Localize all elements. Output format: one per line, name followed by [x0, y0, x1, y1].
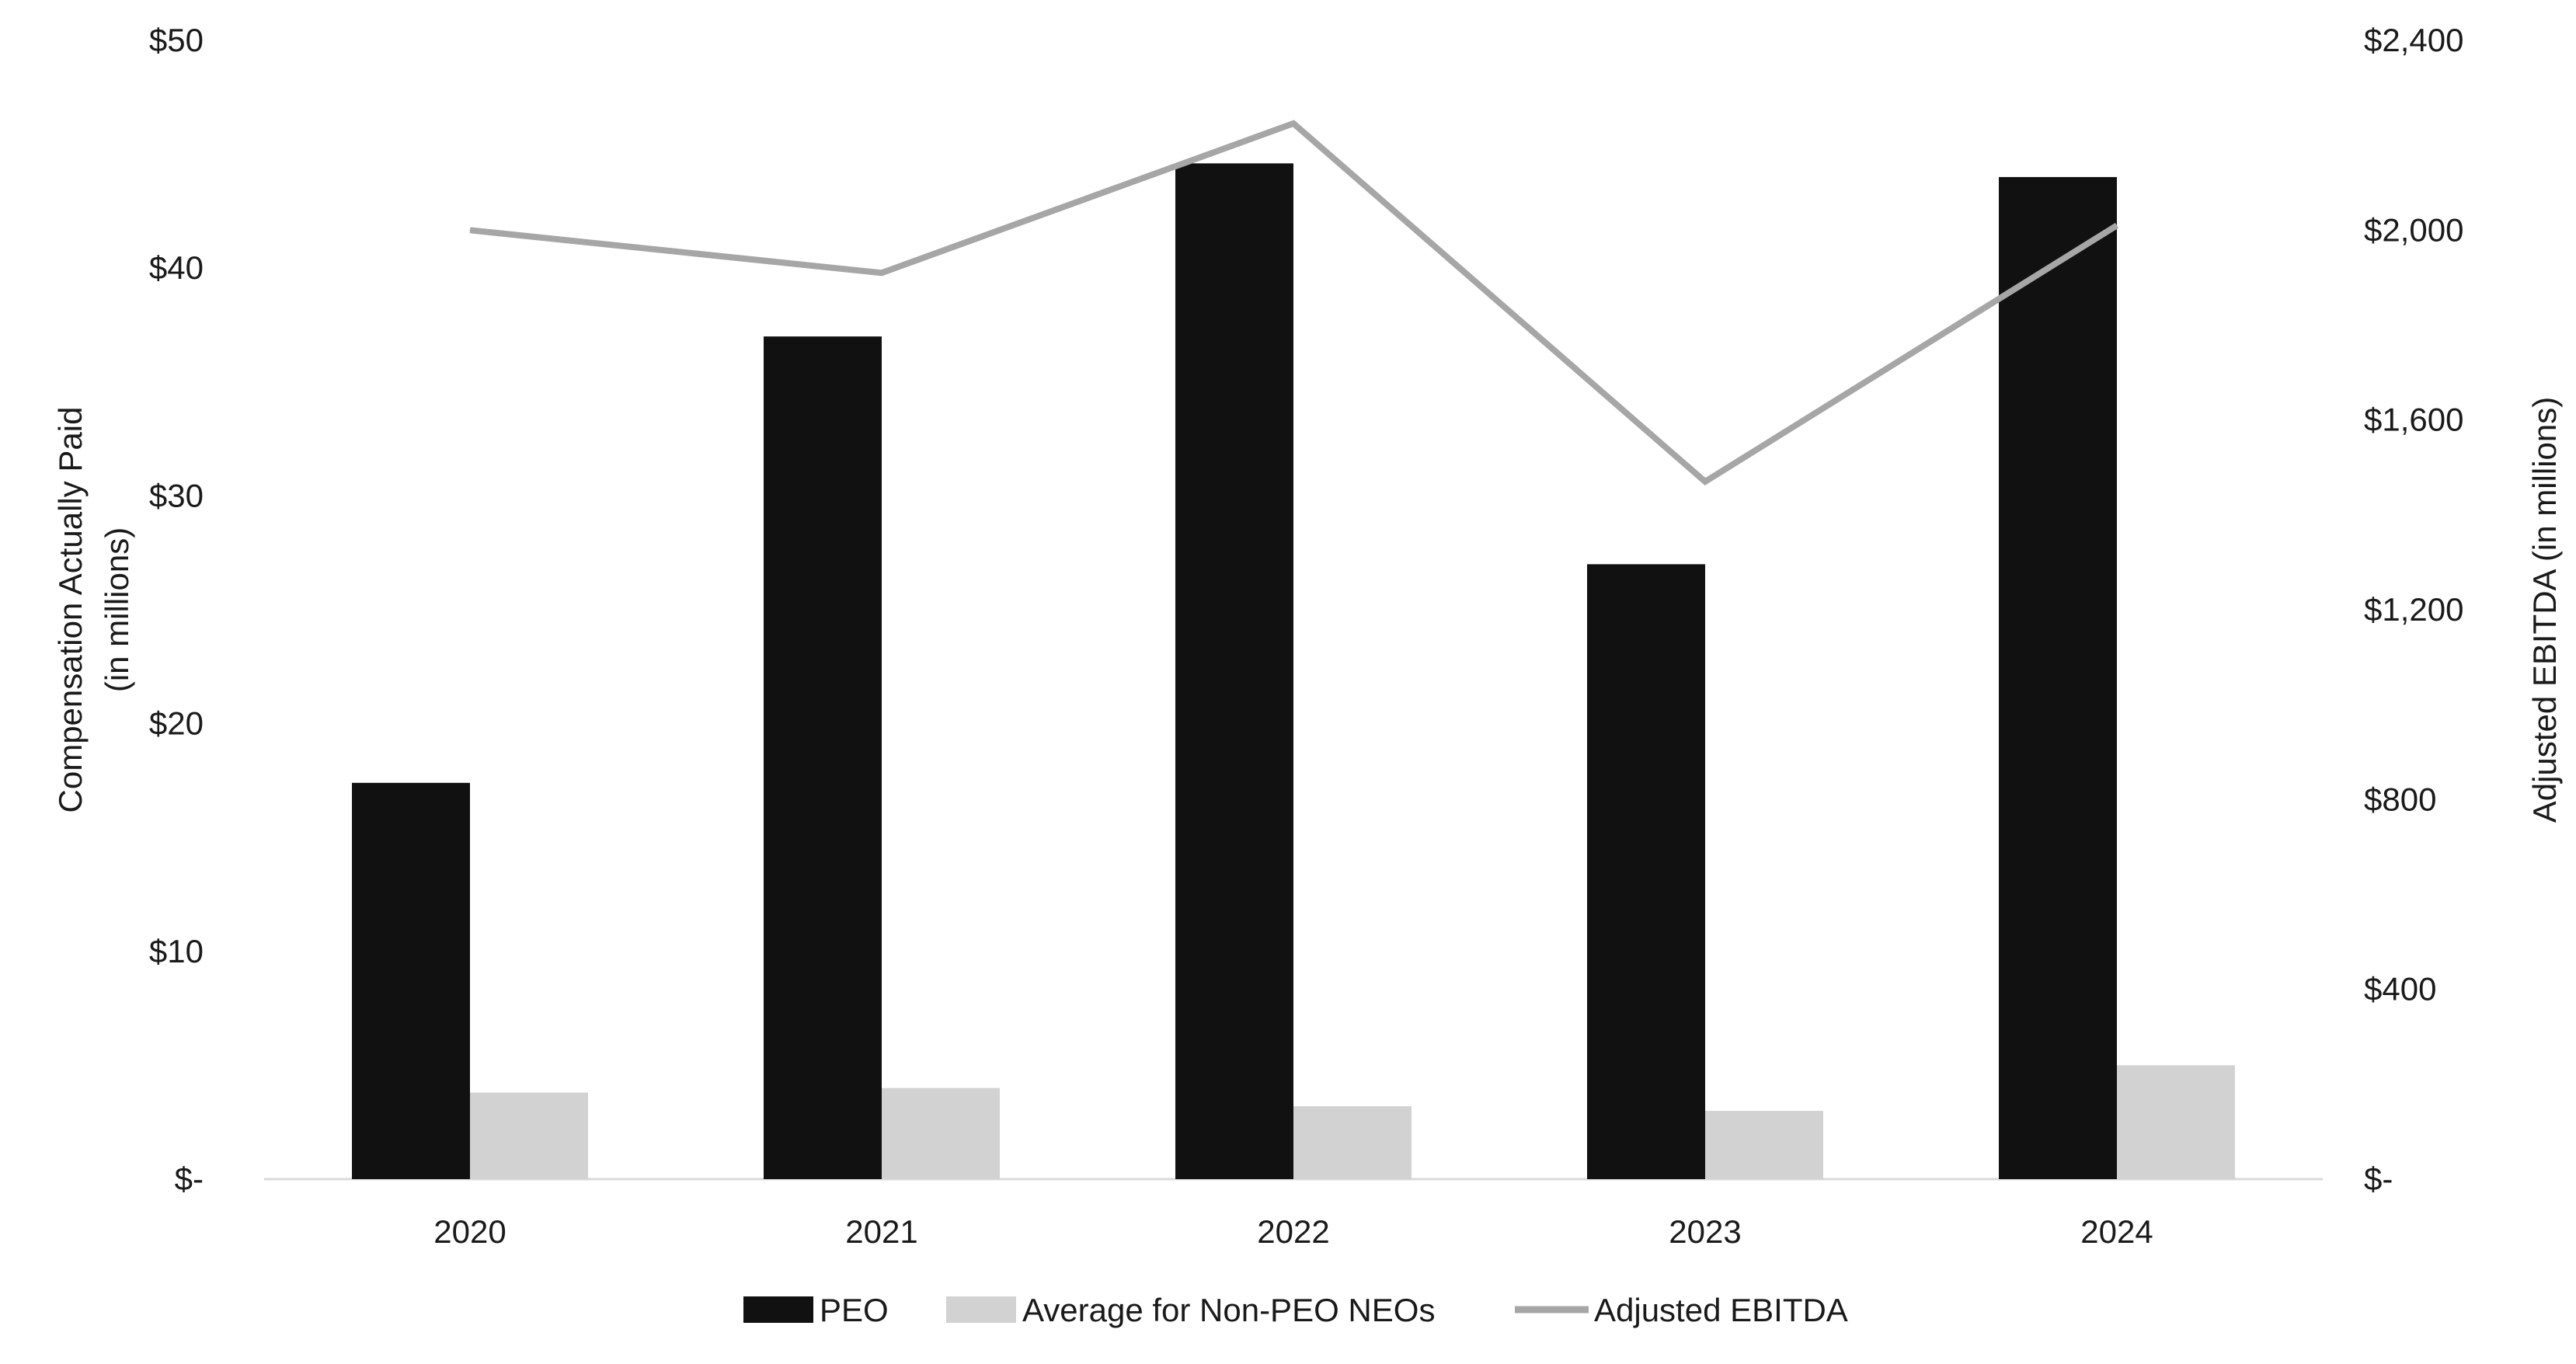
y-left-tick-label: $- [175, 1160, 204, 1197]
y-left-axis-title: Compensation Actually Paid (in millions) [52, 407, 135, 813]
y-right-tick-label: $1,200 [2364, 591, 2463, 628]
line-point-2022 [1293, 123, 1294, 124]
legend-swatch-peo [743, 1296, 813, 1323]
bar-average-for-non-peo-neos-2022 [1293, 1106, 1412, 1179]
y-right-tick-label: $1,600 [2364, 402, 2463, 438]
y-left-tick-label: $20 [149, 705, 204, 742]
y-right-tick-label: $2,400 [2364, 22, 2463, 58]
y-right-tick-label: $2,000 [2364, 211, 2463, 248]
bar-peo-2020 [352, 782, 470, 1179]
bar-peo-2022 [1175, 163, 1293, 1179]
y-left-tick-label: $30 [149, 477, 204, 513]
bar-average-for-non-peo-neos-2024 [2117, 1065, 2235, 1179]
bar-average-for-non-peo-neos-2023 [1705, 1111, 1823, 1179]
y-left-axis-title-line1: Compensation Actually Paid [52, 407, 89, 813]
y-right-tick-label: $800 [2364, 781, 2436, 817]
x-tick-label: 2023 [1669, 1213, 1741, 1250]
x-tick-label: 2020 [433, 1213, 506, 1250]
x-tick-label: 2021 [845, 1213, 917, 1250]
bar-peo-2021 [764, 336, 882, 1179]
bar-peo-2023 [1587, 564, 1705, 1179]
legend-label-peo: PEO [820, 1292, 889, 1328]
x-tick-label: 2022 [1257, 1213, 1329, 1250]
y-left-tick-label: $10 [149, 933, 204, 969]
bar-average-for-non-peo-neos-2020 [470, 1092, 588, 1179]
legend-swatch-non-peo [946, 1296, 1016, 1323]
y-right-tick-label: $- [2364, 1160, 2393, 1197]
legend-label-non-peo: Average for Non-PEO NEOs [1022, 1292, 1435, 1328]
bar-average-for-non-peo-neos-2021 [882, 1087, 1000, 1179]
x-tick-label: 2024 [2080, 1213, 2153, 1250]
bar-peo-2024 [1999, 176, 2117, 1179]
y-left-tick-label: $40 [149, 249, 204, 286]
y-right-axis-title: Adjusted EBITDA (in millions) [2526, 397, 2563, 823]
y-left-tick-label: $50 [149, 22, 204, 58]
y-right-tick-label: $400 [2364, 971, 2436, 1007]
line-point-2024 [2116, 224, 2118, 226]
line-point-2020 [469, 229, 471, 231]
y-left-axis-title-line2: (in millions) [99, 527, 135, 692]
legend-label-ebitda: Adjusted EBITDA [1594, 1292, 1848, 1328]
